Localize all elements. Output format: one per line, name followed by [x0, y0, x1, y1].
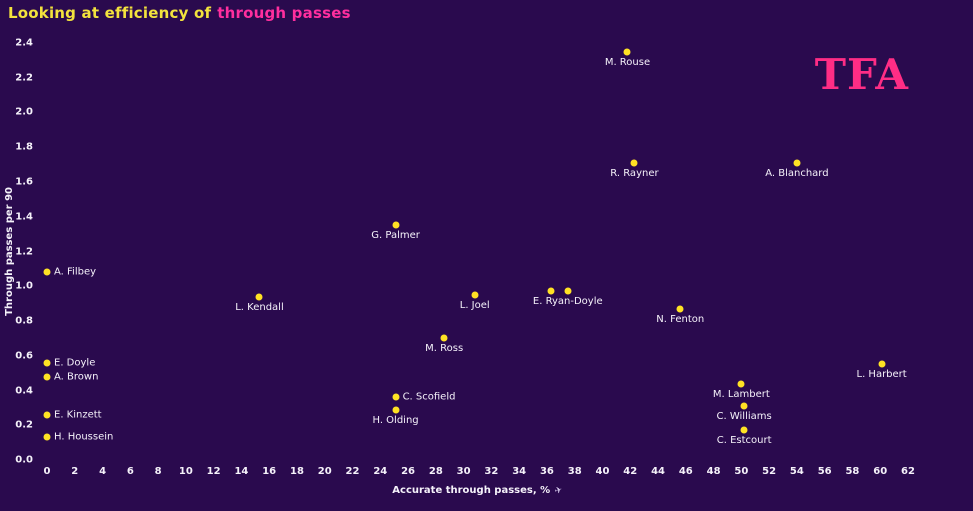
y-tick-label: 0.6	[15, 350, 33, 362]
x-tick-label: 54	[789, 466, 804, 477]
point-label: M. Ross	[425, 343, 464, 355]
data-point	[740, 402, 748, 410]
y-tick-label: 1.0	[15, 280, 33, 292]
paper-plane-icon: ✈	[553, 485, 565, 497]
x-tick-label: 38	[567, 466, 582, 477]
y-tick-label: 1.2	[15, 246, 33, 257]
y-tick-label: 1.4	[15, 211, 33, 223]
y-tick-label: 2.4	[15, 37, 33, 49]
x-tick-label: 48	[706, 466, 721, 477]
x-tick-label: 34	[512, 466, 527, 477]
data-point	[878, 360, 886, 368]
x-tick-label: 40	[595, 466, 610, 477]
point-label: E. Kinzett	[54, 409, 102, 421]
x-tick-label: 52	[762, 466, 777, 477]
point-label: L. Harbert	[856, 369, 907, 381]
x-tick-label: 30	[456, 466, 471, 477]
x-tick-label: 42	[623, 466, 638, 477]
point-label: E. Doyle	[54, 357, 96, 369]
chart-title: Looking at efficiency of through passes	[8, 4, 351, 22]
point-label: E. Ryan-Doyle	[532, 296, 603, 308]
point-label: A. Filbey	[54, 266, 97, 278]
y-axis-title-text: Through passes per 90	[4, 187, 15, 316]
x-tick-label: 22	[345, 466, 360, 477]
data-point	[547, 287, 555, 295]
data-point	[392, 406, 400, 414]
chart-title-yellow: Looking at efficiency of	[8, 4, 212, 22]
point-label: M. Lambert	[712, 388, 770, 400]
x-tick-label: 10	[178, 466, 193, 477]
x-tick-label: 20	[317, 466, 332, 477]
data-point	[392, 393, 400, 401]
chart-title-pink: through passes	[217, 4, 351, 22]
x-tick-label: 44	[651, 466, 665, 477]
x-tick-label: 28	[428, 466, 443, 477]
data-point	[740, 426, 748, 434]
point-label: R. Rayner	[610, 167, 659, 179]
y-axis-ticks: 0.0 0.2 0.4 0.6 0.8 1.0 1.2 1.4 1.6 1.8 2.0 2.2 2.4	[0, 38, 41, 466]
x-tick-label: 62	[901, 466, 915, 477]
y-tick-label: 0.4	[15, 385, 33, 396]
point-label: H. Houssein	[54, 431, 114, 443]
point-label: C. Scofield	[402, 391, 456, 403]
x-axis-title: Accurate through passes, % ✈	[47, 485, 908, 497]
data-point	[43, 268, 51, 276]
data-point	[564, 287, 572, 295]
data-point	[676, 305, 684, 313]
point-label: C. Estcourt	[716, 435, 772, 447]
y-tick-label: 0.2	[15, 419, 33, 431]
data-point	[630, 159, 638, 167]
data-point	[43, 373, 51, 381]
y-axis-title: Through passes per 90	[4, 43, 15, 460]
plot-area: M. Rouse R. Rayner A. Blanchard G. Palmer A.…	[43, 43, 908, 460]
x-axis-title-text: Accurate through passes, %	[392, 485, 551, 496]
x-tick-label: 56	[817, 466, 832, 477]
data-point	[43, 411, 51, 419]
point-label: N. Fenton	[656, 313, 705, 325]
data-point	[392, 221, 400, 229]
x-tick-label: 8	[154, 466, 162, 477]
x-tick-label: 16	[262, 466, 277, 477]
data-point	[255, 293, 263, 301]
x-tick-label: 18	[289, 466, 304, 477]
x-tick-label: 46	[678, 466, 693, 477]
x-tick-label: 24	[373, 466, 388, 477]
y-tick-label: 0.0	[15, 454, 33, 466]
point-label: L. Kendall	[235, 301, 284, 313]
x-tick-label: 14	[234, 466, 249, 477]
x-tick-label: 50	[734, 466, 749, 477]
x-axis-ticks: 0 2 4 6 8 10 12 14 16 18 20 22 24 26 28 30 32 34 36 38 40 42 4…	[43, 466, 915, 480]
y-tick-label: 2.2	[15, 72, 33, 84]
x-tick-label: 26	[401, 466, 416, 477]
point-label: M. Rouse	[604, 56, 651, 68]
data-point	[623, 48, 631, 56]
x-tick-label: 6	[126, 466, 134, 477]
y-tick-label: 2.0	[15, 106, 33, 118]
y-tick-label: 1.8	[15, 141, 33, 153]
x-tick-label: 12	[206, 466, 221, 477]
y-tick-label: 0.8	[15, 315, 33, 327]
point-label: A. Blanchard	[765, 167, 829, 179]
x-tick-label: 58	[845, 466, 860, 477]
x-tick-label: 36	[539, 466, 554, 477]
data-point	[471, 291, 479, 299]
x-tick-label: 60	[873, 466, 888, 477]
data-point	[43, 433, 51, 441]
point-label: C. Williams	[716, 411, 772, 423]
data-point	[43, 359, 51, 367]
x-tick-label: 4	[99, 466, 107, 477]
tfa-logo: TFA	[814, 50, 909, 99]
point-label: H. Olding	[372, 414, 419, 426]
data-point	[793, 159, 801, 167]
data-point	[737, 380, 745, 388]
y-tick-label: 1.6	[15, 176, 33, 188]
point-label: G. Palmer	[371, 230, 420, 242]
data-point	[440, 334, 448, 342]
x-tick-label: 32	[484, 466, 499, 477]
x-tick-label: 2	[71, 466, 79, 477]
x-tick-label: 0	[43, 466, 51, 477]
point-label: L. Joel	[459, 299, 490, 311]
point-label: A. Brown	[54, 371, 99, 383]
